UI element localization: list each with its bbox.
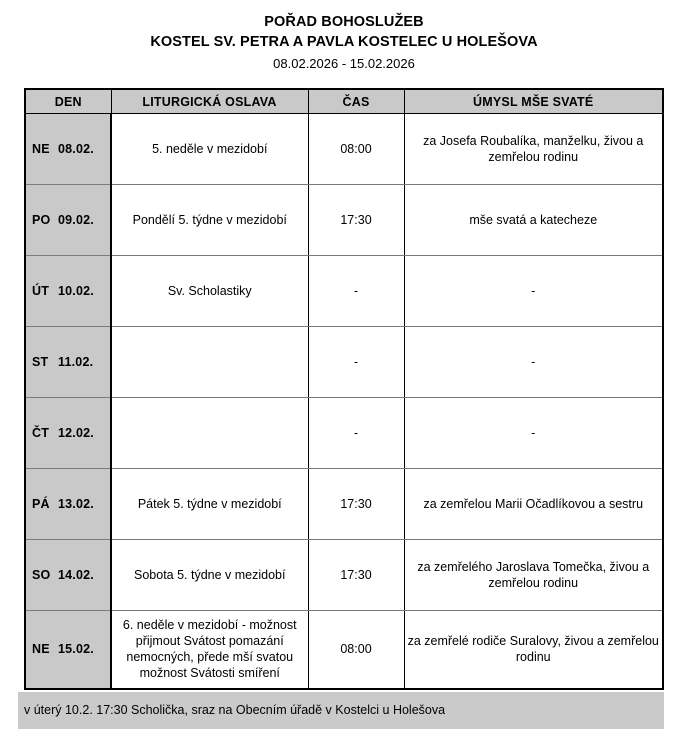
date-range: 08.02.2026 - 15.02.2026: [273, 56, 415, 71]
cell-time: 08:00: [307, 610, 405, 689]
cell-time: 17:30: [307, 468, 405, 540]
day-of-week: PO: [32, 213, 51, 227]
cell-time: -: [307, 255, 405, 327]
cell-intention: -: [403, 326, 663, 398]
schedule-table: DEN LITURGICKÁ OSLAVA ČAS ÚMYSL MŠE SVAT…: [24, 88, 664, 690]
day-of-week: ÚT: [32, 284, 50, 298]
cell-liturgical-celebration: 5. neděle v mezidobí: [110, 113, 309, 185]
cell-day: PO 09.02.: [25, 184, 112, 256]
table-row: NE 15.02. 6. neděle v mezidobí - možnost …: [25, 610, 663, 689]
table-header-row: DEN LITURGICKÁ OSLAVA ČAS ÚMYSL MŠE SVAT…: [25, 89, 663, 114]
cell-liturgical-celebration: Sobota 5. týdne v mezidobí: [110, 539, 309, 611]
cell-liturgical-celebration: [110, 326, 309, 398]
day-of-week: NE: [32, 642, 50, 657]
day-of-week: NE: [32, 142, 50, 156]
cell-time: 17:30: [307, 184, 405, 256]
column-header-cas: ČAS: [307, 89, 405, 114]
day-of-week: PÁ: [32, 497, 50, 511]
cell-day: NE 08.02.: [25, 113, 112, 185]
cell-time: 08:00: [307, 113, 405, 185]
day-date: 10.02.: [58, 284, 94, 298]
cell-intention: -: [403, 255, 663, 327]
cell-intention: za zemřelou Marii Očadlíkovou a sestru: [403, 468, 663, 540]
cell-liturgical-celebration: Pátek 5. týdne v mezidobí: [110, 468, 309, 540]
column-header-umysl: ÚMYSL MŠE SVATÉ: [403, 89, 663, 114]
day-of-week: SO: [32, 568, 51, 582]
cell-liturgical-celebration: Pondělí 5. týdne v mezidobí: [110, 184, 309, 256]
day-date: 13.02.: [58, 497, 94, 511]
cell-liturgical-celebration: [110, 397, 309, 469]
cell-intention: za zemřelé rodiče Suralovy, živou a zemř…: [403, 610, 663, 689]
schedule-table-container: DEN LITURGICKÁ OSLAVA ČAS ÚMYSL MŠE SVAT…: [24, 88, 664, 690]
table-row: ČT 12.02. - -: [25, 397, 663, 469]
cell-day: SO 14.02.: [25, 539, 112, 611]
cell-intention: -: [403, 397, 663, 469]
page-subtitle-church: KOSTEL SV. PETRA A PAVLA KOSTELEC U HOLE…: [150, 34, 538, 50]
day-date: 12.02.: [58, 426, 94, 440]
day-date: 15.02.: [58, 642, 94, 657]
day-date: 14.02.: [58, 568, 94, 582]
cell-time: -: [307, 397, 405, 469]
column-header-den: DEN: [25, 89, 112, 114]
table-body: NE 08.02. 5. neděle v mezidobí 08:00 za J…: [25, 113, 663, 689]
cell-day: NE 15.02.: [25, 610, 112, 689]
cell-day: ČT 12.02.: [25, 397, 112, 469]
cell-time: -: [307, 326, 405, 398]
column-header-oslava: LITURGICKÁ OSLAVA: [110, 89, 309, 114]
table-row: PO 09.02. Pondělí 5. týdne v mezidobí 17:…: [25, 184, 663, 256]
cell-time: 17:30: [307, 539, 405, 611]
day-of-week: ST: [32, 355, 49, 369]
day-date: 11.02.: [58, 355, 94, 369]
cell-liturgical-celebration: 6. neděle v mezidobí - možnost přijmout …: [110, 610, 309, 689]
cell-intention: za Josefa Roubalíka, manželku, živou a z…: [403, 113, 663, 185]
page-title: POŘAD BOHOSLUŽEB: [264, 14, 424, 30]
cell-intention: za zemřelého Jaroslava Tomečka, živou a …: [403, 539, 663, 611]
table-row: PÁ 13.02. Pátek 5. týdne v mezidobí 17:30…: [25, 468, 663, 540]
table-row: ST 11.02. - -: [25, 326, 663, 398]
cell-liturgical-celebration: Sv. Scholastiky: [110, 255, 309, 327]
document-header: POŘAD BOHOSLUŽEB KOSTEL SV. PETRA A PAVL…: [0, 0, 688, 74]
table-row: SO 14.02. Sobota 5. týdne v mezidobí 17:3…: [25, 539, 663, 611]
day-date: 09.02.: [58, 213, 94, 227]
cell-day: PÁ 13.02.: [25, 468, 112, 540]
cell-day: ÚT 10.02.: [25, 255, 112, 327]
cell-liturgical-celebration-text: 6. neděle v mezidobí - možnost přijmout …: [122, 617, 297, 680]
cell-day: ST 11.02.: [25, 326, 112, 398]
day-of-week: ČT: [32, 426, 50, 440]
footer-note: v úterý 10.2. 17:30 Scholička, sraz na O…: [18, 692, 664, 729]
day-date: 08.02.: [58, 142, 94, 156]
table-header: DEN LITURGICKÁ OSLAVA ČAS ÚMYSL MŠE SVAT…: [25, 89, 663, 114]
table-row: NE 08.02. 5. neděle v mezidobí 08:00 za J…: [25, 113, 663, 185]
cell-intention: mše svatá a katecheze: [403, 184, 663, 256]
table-row: ÚT 10.02. Sv. Scholastiky - -: [25, 255, 663, 327]
